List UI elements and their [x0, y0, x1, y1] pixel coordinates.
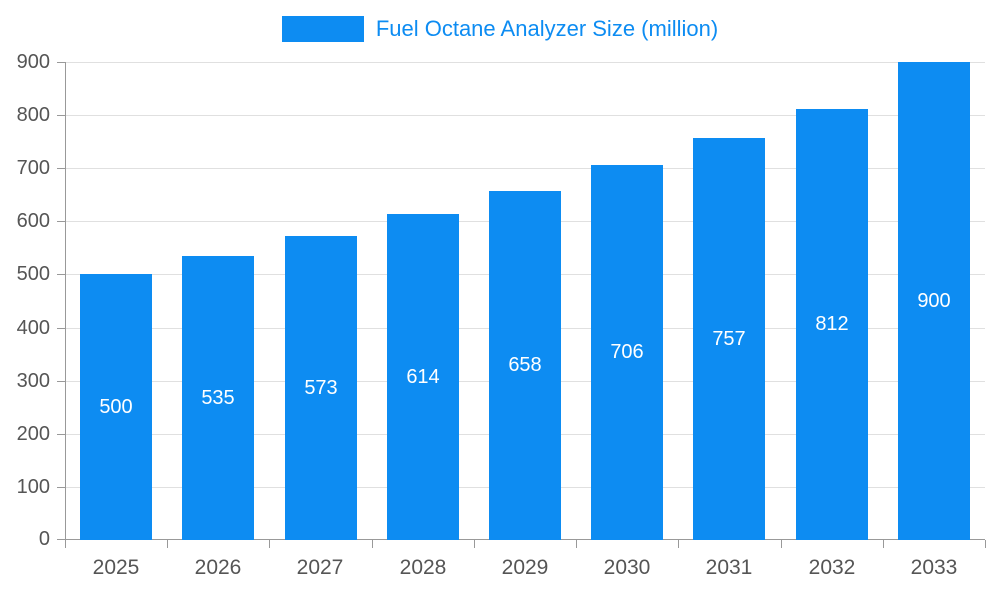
x-axis-label: 2025 — [92, 556, 140, 579]
x-axis-tick — [167, 540, 168, 548]
y-axis-tick — [57, 115, 65, 116]
legend[interactable]: Fuel Octane Analyzer Size (million) — [0, 16, 1000, 42]
bar-value-label: 812 — [815, 313, 849, 335]
legend-label: Fuel Octane Analyzer Size (million) — [375, 16, 719, 41]
x-axis-tick — [985, 540, 986, 548]
y-axis-tick — [57, 221, 65, 222]
x-axis-tick — [474, 540, 475, 548]
y-axis-tick — [57, 434, 65, 435]
y-axis-tick — [57, 274, 65, 275]
x-axis-label: 2029 — [501, 556, 549, 579]
bar[interactable]: 706 — [591, 165, 663, 540]
x-axis-tick — [372, 540, 373, 548]
y-axis-tick-label: 900 — [16, 51, 50, 73]
x-axis-label: 2026 — [194, 556, 242, 579]
x-axis-tick — [269, 540, 270, 548]
bar-value-label: 614 — [406, 365, 440, 388]
bar[interactable]: 614 — [387, 214, 459, 540]
x-axis-tick — [678, 540, 679, 548]
bar[interactable]: 658 — [489, 191, 561, 540]
y-axis-tick-label: 0 — [38, 528, 50, 550]
y-axis-tick — [57, 62, 65, 63]
bar-value-label: 658 — [508, 354, 542, 376]
bar[interactable]: 900 — [898, 62, 970, 540]
y-axis-tick-label: 100 — [16, 476, 50, 498]
x-axis-label: 2031 — [705, 556, 753, 579]
x-axis-tick — [781, 540, 782, 548]
bar[interactable]: 500 — [80, 274, 152, 540]
y-axis-tick — [57, 381, 65, 382]
x-axis-tick — [65, 540, 66, 548]
bar-value-label: 706 — [610, 341, 644, 363]
x-axis-tick — [576, 540, 577, 548]
y-axis-tick — [57, 539, 65, 540]
x-axis-label: 2033 — [910, 556, 958, 579]
bar-value-label: 535 — [201, 386, 235, 409]
y-axis-tick — [57, 168, 65, 169]
y-axis-tick-label: 300 — [16, 370, 50, 392]
gridline — [65, 115, 985, 116]
bar-value-label: 757 — [712, 327, 746, 350]
gridline — [65, 62, 985, 63]
y-axis-tick-label: 400 — [16, 317, 50, 339]
y-axis-tick-label: 200 — [16, 423, 50, 445]
bar[interactable]: 535 — [182, 256, 254, 540]
gridline — [65, 168, 985, 169]
bar[interactable]: 812 — [796, 109, 868, 540]
bar[interactable]: 757 — [693, 138, 765, 540]
y-axis-line — [65, 62, 66, 540]
bar-value-label: 500 — [99, 395, 133, 418]
x-axis-label: 2028 — [399, 556, 447, 579]
y-axis-tick-label: 500 — [16, 263, 50, 285]
y-axis-tick-label: 600 — [16, 210, 50, 232]
legend-swatch — [281, 16, 364, 42]
y-axis-tick-label: 800 — [16, 104, 50, 126]
y-axis-tick-label: 700 — [16, 157, 50, 179]
x-axis-label: 2032 — [808, 556, 856, 579]
bar-value-label: 573 — [304, 376, 338, 399]
bar[interactable]: 573 — [285, 236, 357, 540]
plot-area: 0 100 200 300 400 500 600 700 800 900 500 2025 535 20… — [17, 51, 986, 579]
x-axis-tick — [883, 540, 884, 548]
x-axis-label: 2027 — [296, 556, 344, 579]
x-axis-label: 2030 — [603, 556, 651, 579]
y-axis-tick — [57, 328, 65, 329]
y-axis-tick — [57, 487, 65, 488]
bar-value-label: 900 — [917, 289, 951, 312]
